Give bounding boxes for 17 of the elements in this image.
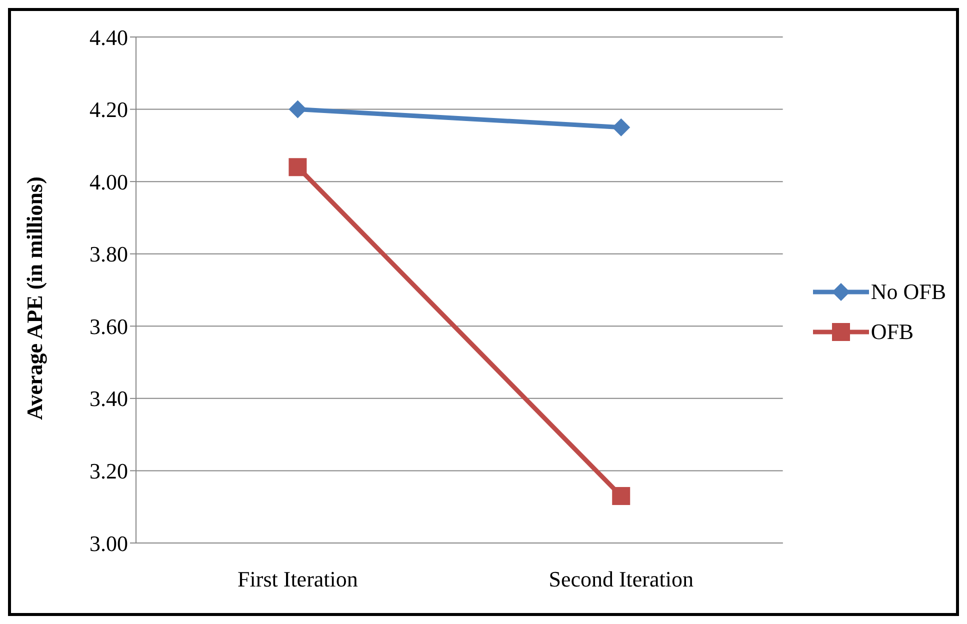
x-tick-label: Second Iteration bbox=[548, 566, 694, 592]
legend-label: OFB bbox=[870, 319, 914, 345]
y-tick-label: 3.80 bbox=[90, 242, 128, 267]
y-tick-label: 3.00 bbox=[90, 530, 128, 556]
legend-label: No OFB bbox=[870, 279, 946, 305]
y-tick-label: 4.40 bbox=[90, 24, 128, 50]
y-tick-label: 4.20 bbox=[90, 97, 128, 122]
point bbox=[612, 118, 630, 136]
point bbox=[288, 100, 307, 118]
y-tick-label: 3.60 bbox=[90, 314, 128, 339]
x-tick-label: First Iteration bbox=[238, 566, 358, 592]
y-tick-label: 3.20 bbox=[90, 458, 128, 484]
point bbox=[288, 158, 307, 176]
y-tick-label: 3.40 bbox=[90, 386, 128, 412]
y-tick-label: 4.00 bbox=[90, 169, 128, 194]
y-axis-title: Average APE (in millions) bbox=[22, 176, 47, 420]
point bbox=[612, 487, 630, 506]
